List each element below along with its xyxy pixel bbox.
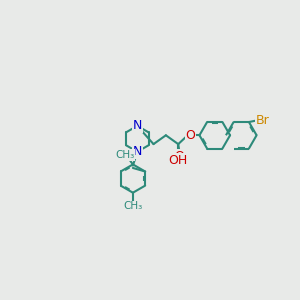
- Text: O: O: [186, 129, 196, 142]
- Text: CH₃: CH₃: [123, 201, 142, 211]
- Text: N: N: [133, 119, 142, 132]
- Text: OH: OH: [169, 154, 188, 167]
- Text: N: N: [133, 145, 142, 158]
- Text: Br: Br: [256, 114, 270, 127]
- Text: CH₃: CH₃: [115, 150, 134, 160]
- Text: H: H: [178, 154, 186, 164]
- Text: O: O: [174, 150, 184, 163]
